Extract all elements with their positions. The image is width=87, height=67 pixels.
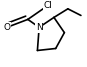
- Text: Cl: Cl: [43, 1, 52, 10]
- Text: N: N: [36, 23, 43, 32]
- Text: O: O: [3, 23, 10, 32]
